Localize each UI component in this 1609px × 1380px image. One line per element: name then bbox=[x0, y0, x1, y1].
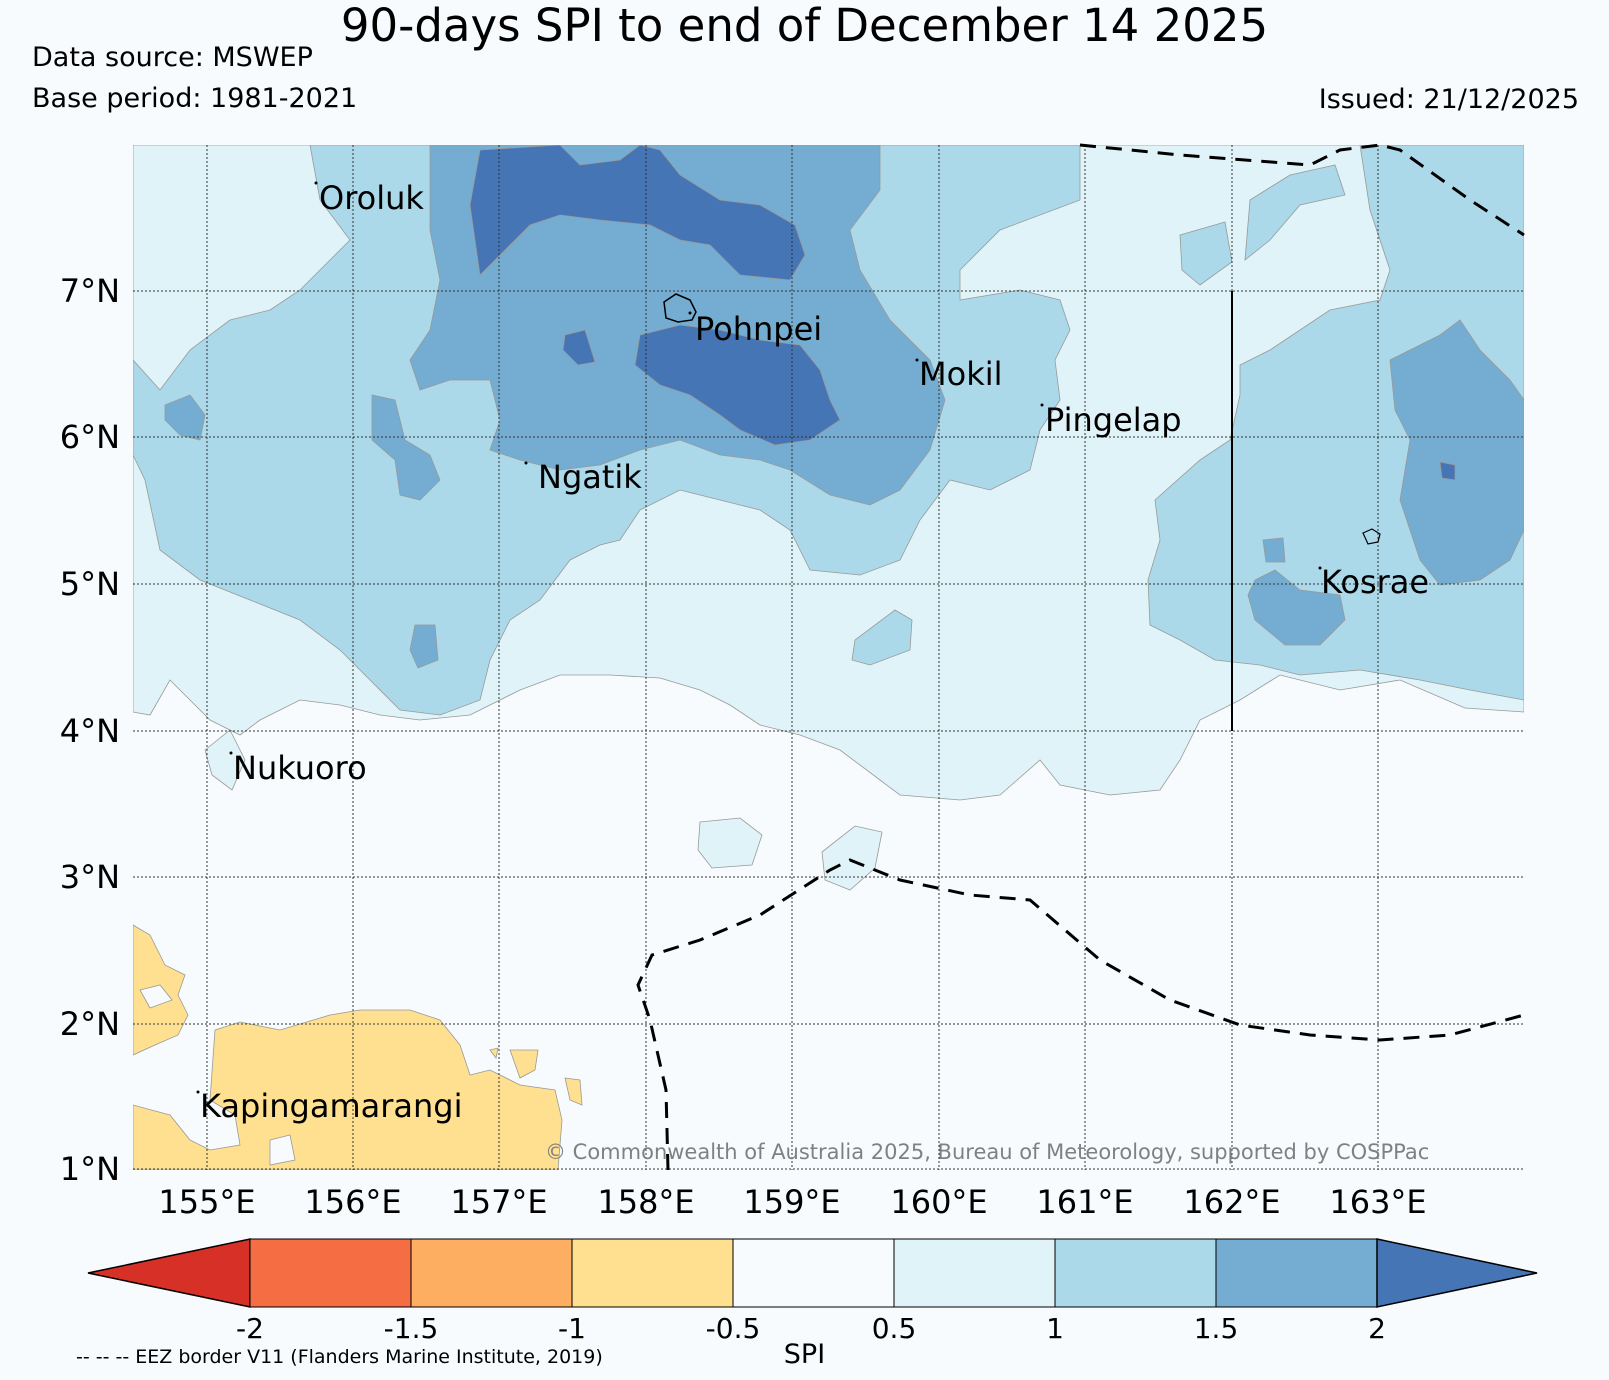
kosrae-outline bbox=[1362, 528, 1381, 545]
data-source-label: Data source: MSWEP bbox=[32, 42, 313, 73]
colorbar-extend-high bbox=[1376, 1238, 1538, 1308]
spi-band-1.5-2 bbox=[1247, 569, 1346, 646]
spi-band-1-1.5 bbox=[1244, 164, 1346, 261]
colorbar-tick: -2 bbox=[236, 1312, 264, 1345]
colorbar-tick: -1 bbox=[558, 1312, 586, 1345]
lon-label: 155°E bbox=[158, 1183, 255, 1221]
colorbar-tick: 0.5 bbox=[872, 1312, 917, 1345]
lat-label: 1°N bbox=[60, 1150, 120, 1188]
place-label-pohnpei: Pohnpei bbox=[695, 310, 822, 348]
colorbar-tick: -0.5 bbox=[706, 1312, 761, 1345]
colorbar-tick: 1 bbox=[1046, 1312, 1064, 1345]
colorbar-label: SPI bbox=[783, 1339, 826, 1370]
spi-band-neg-1-neg-0.5 bbox=[564, 1077, 583, 1106]
place-label-oroluk: Oroluk bbox=[319, 179, 424, 217]
lat-label: 4°N bbox=[60, 712, 120, 750]
pohnpei-outline bbox=[663, 293, 697, 323]
lon-label: 158°E bbox=[597, 1183, 694, 1221]
place-label-mokil: Mokil bbox=[919, 355, 1003, 393]
spi-band-above-2 bbox=[562, 329, 596, 366]
spi-band-1-1.5 bbox=[1179, 221, 1233, 286]
place-label-kosrae: Kosrae bbox=[1321, 563, 1429, 601]
spi-band-1.5-2 bbox=[1389, 319, 1524, 586]
spi-band-neg-1-neg-0.5 bbox=[509, 1049, 539, 1079]
place-label-nukuoro: Nukuoro bbox=[233, 749, 367, 787]
colorbar-segment bbox=[1054, 1238, 1217, 1308]
lat-label: 3°N bbox=[60, 858, 120, 896]
lon-label: 160°E bbox=[890, 1183, 987, 1221]
place-label-pingelap: Pingelap bbox=[1045, 401, 1182, 439]
colorbar-tick: 2 bbox=[1368, 1312, 1386, 1345]
lat-label: 7°N bbox=[60, 272, 120, 310]
spi-band-neg-1-neg-0.5 bbox=[133, 1009, 563, 1170]
colorbar-segment bbox=[249, 1238, 412, 1308]
spi-band-0.5-1 bbox=[204, 729, 246, 791]
colorbar-ticks: -2 -1.5 -1 -0.5 0.5 1 1.5 2 bbox=[236, 1312, 1386, 1345]
spi-band-0.5-1 bbox=[697, 817, 763, 869]
lon-label: 162°E bbox=[1183, 1183, 1280, 1221]
spi-band-1.5-2 bbox=[164, 394, 206, 441]
lat-label: 2°N bbox=[60, 1005, 120, 1043]
spi-band-1.5-2 bbox=[371, 394, 441, 501]
colorbar-segment bbox=[893, 1238, 1056, 1308]
spi-band-neutral-hole bbox=[139, 984, 173, 1009]
spi-shading bbox=[133, 145, 1524, 1170]
spi-band-1.5-2 bbox=[409, 624, 439, 669]
lat-label: 5°N bbox=[60, 565, 120, 603]
colorbar-extend-low bbox=[87, 1238, 251, 1308]
axis-labels: 7°N 6°N 5°N 4°N 3°N 2°N 1°N 155°E 156°E … bbox=[60, 272, 1427, 1221]
issued-date-label: Issued: 21/12/2025 bbox=[1318, 84, 1579, 115]
place-markers bbox=[196, 181, 1322, 1094]
lon-label: 159°E bbox=[743, 1183, 840, 1221]
place-labels: Oroluk Pohnpei Mokil Pingelap Ngatik Kos… bbox=[200, 179, 1429, 1125]
map-title: 90-days SPI to end of December 14 2025 bbox=[340, 0, 1269, 52]
eez-border bbox=[636, 143, 1525, 1171]
lat-label: 6°N bbox=[60, 418, 120, 456]
copyright-text: © Commonwealth of Australia 2025, Bureau… bbox=[545, 1140, 1429, 1164]
spi-band-1.5-2 bbox=[1262, 537, 1286, 563]
spi-band-above-2 bbox=[1439, 461, 1456, 481]
colorbar-segment bbox=[410, 1238, 573, 1308]
lon-label: 161°E bbox=[1036, 1183, 1133, 1221]
spi-band-neutral-hole bbox=[269, 1134, 296, 1166]
spi-band-0.5-1 bbox=[821, 825, 883, 891]
lon-label: 163°E bbox=[1329, 1183, 1426, 1221]
place-label-ngatik: Ngatik bbox=[538, 458, 642, 496]
lon-label: 156°E bbox=[304, 1183, 401, 1221]
spi-band-neg-1-neg-0.5 bbox=[489, 1047, 499, 1059]
spi-band-1-1.5 bbox=[851, 609, 913, 666]
place-label-kapingamarangi: Kapingamarangi bbox=[200, 1087, 462, 1125]
colorbar-segment bbox=[1215, 1238, 1378, 1308]
base-period-label: Base period: 1981-2021 bbox=[32, 83, 358, 114]
eez-legend-note: -- -- -- EEZ border V11 (Flanders Marine… bbox=[76, 1346, 603, 1368]
lon-label: 157°E bbox=[450, 1183, 547, 1221]
spi-band-above-2 bbox=[469, 145, 806, 281]
spi-band-above-2 bbox=[634, 324, 841, 446]
colorbar-tick: -1.5 bbox=[384, 1312, 439, 1345]
colorbar-segment bbox=[571, 1238, 734, 1308]
colorbar-segment bbox=[732, 1238, 895, 1308]
colorbar-tick: 1.5 bbox=[1194, 1312, 1239, 1345]
